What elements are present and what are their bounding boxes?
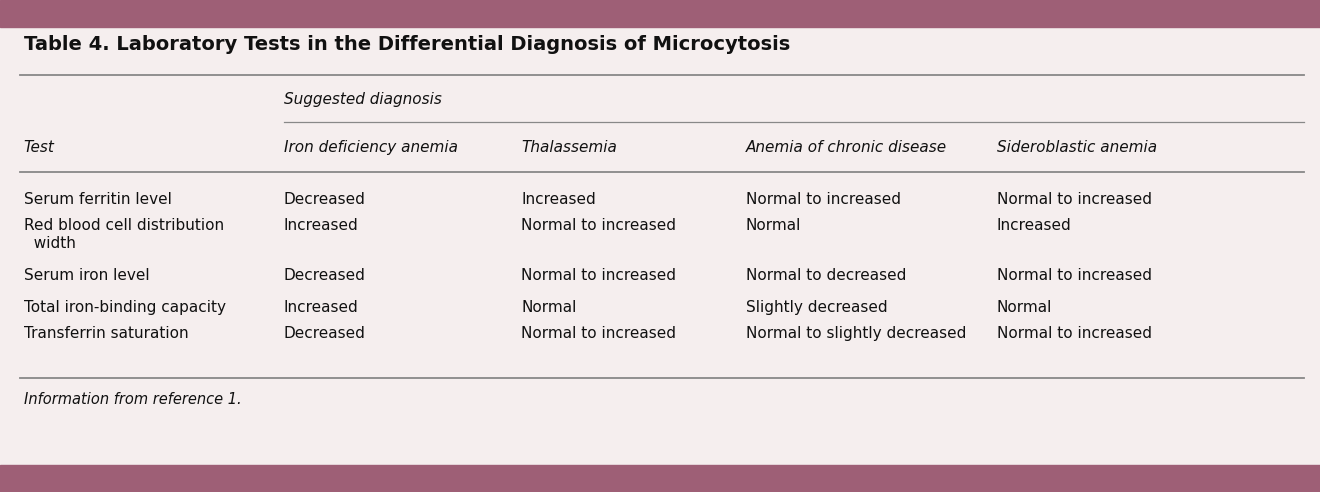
Bar: [0, 0, 1320, 27]
Text: Normal to increased: Normal to increased: [997, 268, 1151, 283]
Text: Serum iron level: Serum iron level: [24, 268, 149, 283]
Text: Transferrin saturation: Transferrin saturation: [24, 326, 189, 341]
Text: Normal: Normal: [746, 218, 801, 233]
Text: Serum ferritin level: Serum ferritin level: [24, 192, 172, 207]
Text: Normal to increased: Normal to increased: [521, 326, 676, 341]
Text: Increased: Increased: [284, 218, 359, 233]
Text: Normal: Normal: [997, 300, 1052, 315]
Text: Normal to increased: Normal to increased: [997, 326, 1151, 341]
Text: Decreased: Decreased: [284, 268, 366, 283]
Text: Normal to increased: Normal to increased: [746, 192, 900, 207]
Text: Decreased: Decreased: [284, 192, 366, 207]
Text: Normal to increased: Normal to increased: [521, 268, 676, 283]
Text: Information from reference 1.: Information from reference 1.: [24, 392, 242, 407]
Text: Increased: Increased: [521, 192, 597, 207]
Text: Test: Test: [24, 140, 54, 155]
Text: Slightly decreased: Slightly decreased: [746, 300, 887, 315]
Text: Sideroblastic anemia: Sideroblastic anemia: [997, 140, 1156, 155]
Text: Increased: Increased: [284, 300, 359, 315]
Text: Suggested diagnosis: Suggested diagnosis: [284, 92, 442, 107]
Text: Normal to increased: Normal to increased: [997, 192, 1151, 207]
Text: Normal: Normal: [521, 300, 577, 315]
Bar: [0, 465, 1320, 492]
Text: Total iron-binding capacity: Total iron-binding capacity: [24, 300, 226, 315]
Text: Normal to decreased: Normal to decreased: [746, 268, 906, 283]
Text: Normal to slightly decreased: Normal to slightly decreased: [746, 326, 966, 341]
Text: Decreased: Decreased: [284, 326, 366, 341]
Text: Thalassemia: Thalassemia: [521, 140, 618, 155]
Text: Red blood cell distribution
  width: Red blood cell distribution width: [24, 218, 224, 251]
Text: Anemia of chronic disease: Anemia of chronic disease: [746, 140, 946, 155]
Text: Iron deficiency anemia: Iron deficiency anemia: [284, 140, 458, 155]
Text: Increased: Increased: [997, 218, 1072, 233]
Text: Table 4. Laboratory Tests in the Differential Diagnosis of Microcytosis: Table 4. Laboratory Tests in the Differe…: [24, 35, 789, 54]
Text: Normal to increased: Normal to increased: [521, 218, 676, 233]
